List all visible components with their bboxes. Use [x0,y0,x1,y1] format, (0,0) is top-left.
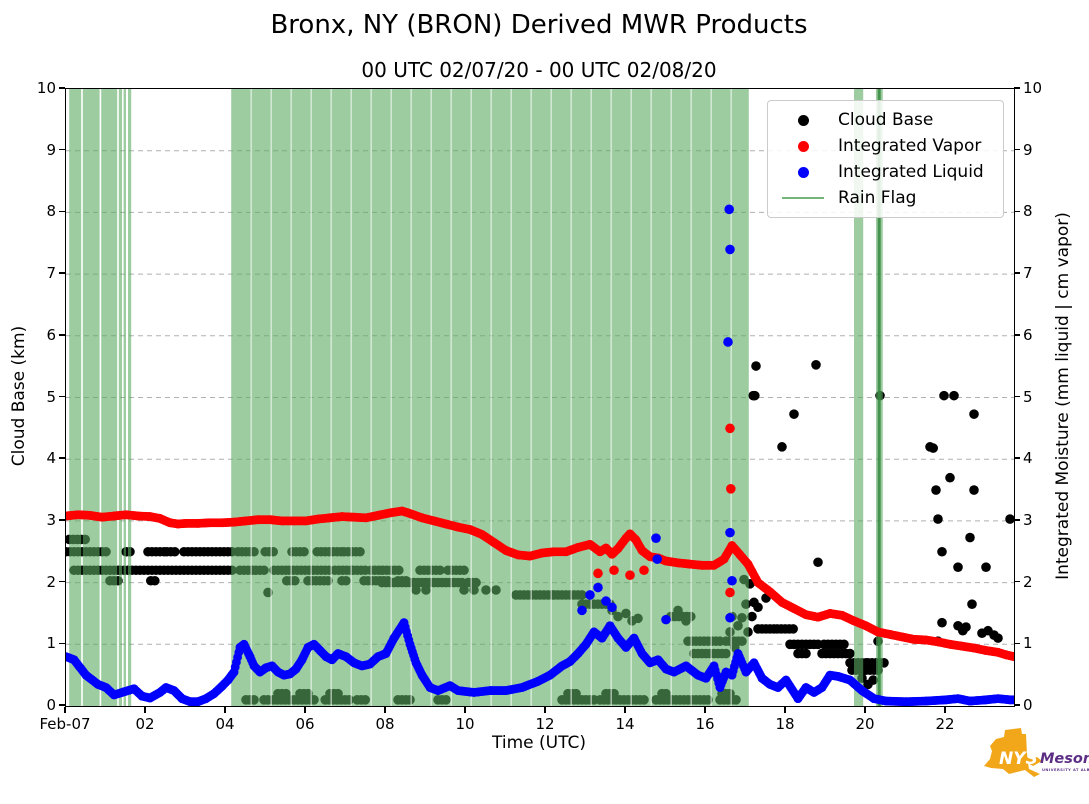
nys-mesonet-logo: NYS Mesonet UNIVERSITY AT ALBANY [982,726,1089,790]
x-tick-label: 20 [855,715,875,733]
y-tick-mark-right [1014,210,1020,213]
logo-tagline-text: UNIVERSITY AT ALBANY [1042,768,1089,772]
legend-item-integrated-liquid: Integrated Liquid [768,159,1003,185]
logo-nys-text: NYS [999,749,1038,769]
x-tick-label: 14 [615,715,635,733]
y-tick-mark-right [1014,87,1020,89]
y-tick-label-left: 1 [46,634,56,653]
x-tick-label: 04 [215,715,235,733]
legend-item-rain-flag: Rain Flag [768,185,1003,211]
y-tick-label-right: 8 [1023,202,1033,221]
x-tick-mark [704,707,706,713]
legend-label: Integrated Vapor [838,136,982,156]
x-tick-label: 22 [935,715,955,733]
y-tick-mark-left [59,210,65,213]
y-tick-label-right: 3 [1023,510,1033,529]
x-tick-label: 16 [695,715,715,733]
ny-state-icon [984,728,1042,777]
y-axis-label-right: Integrated Moisture (mm liquid | cm vapo… [1053,212,1073,580]
x-tick-label: 08 [375,715,395,733]
cloud-base-marker-icon [797,114,809,126]
integrated-vapor-marker-icon [797,140,809,152]
y-tick-label-right: 4 [1023,449,1033,468]
chart-subtitle: 00 UTC 02/07/20 - 00 UTC 02/08/20 [361,58,717,82]
y-tick-label-right: 10 [1023,79,1043,97]
y-tick-label-left: 3 [46,510,56,529]
legend-item-cloud-base: Cloud Base [768,107,1003,133]
legend-label: Rain Flag [838,188,917,208]
x-tick-label: 10 [455,715,475,733]
x-tick-mark [784,707,786,713]
x-tick-mark [864,707,866,713]
y-tick-label-right: 0 [1023,696,1033,714]
y-tick-mark-right [1014,704,1020,706]
y-tick-label-left: 4 [46,449,56,468]
y-tick-label-right: 9 [1023,140,1033,159]
y-tick-mark-left [59,272,65,274]
x-tick-mark [224,707,226,713]
legend-label: Cloud Base [838,110,934,130]
chart-canvas [66,89,1014,706]
y-tick-label-right: 5 [1023,387,1033,406]
y-tick-mark-right [1014,642,1020,645]
y-tick-label-left: 9 [46,140,56,159]
x-tick-label: 06 [295,715,315,733]
y-tick-mark-right [1014,395,1020,398]
x-tick-label: 12 [535,715,555,733]
y-tick-mark-right [1014,272,1020,274]
y-tick-label-right: 7 [1023,264,1033,283]
x-tick-mark [144,707,146,713]
x-tick-mark [304,707,306,713]
rain-flag-marker-icon [782,196,824,200]
integrated-liquid-marker-icon [797,166,809,178]
y-tick-label-left: 7 [46,264,56,283]
y-tick-label-right: 6 [1023,325,1033,344]
y-tick-label-left: 0 [46,696,56,714]
y-tick-label-right: 2 [1023,572,1033,591]
y-tick-mark-right [1014,519,1020,521]
x-tick-label: 02 [135,715,155,733]
y-tick-label-left: 5 [46,387,56,406]
y-tick-mark-left [59,519,65,521]
y-tick-mark-left [59,334,65,336]
y-tick-mark-left [59,87,65,89]
x-tick-mark [464,707,466,713]
y-tick-label-left: 6 [46,325,56,344]
y-tick-mark-left [59,642,65,645]
chart-title: Bronx, NY (BRON) Derived MWR Products [270,10,808,40]
x-tick-mark [624,707,626,713]
y-tick-mark-left [59,704,65,706]
x-tick-mark [944,707,946,713]
y-tick-mark-right [1014,457,1020,459]
x-tick-mark [544,707,546,713]
y-tick-mark-right [1014,334,1020,336]
x-tick-mark [64,707,66,713]
y-tick-mark-left [59,580,65,583]
legend: Cloud Base Integrated Vapor Integrated L… [767,100,1004,218]
y-tick-mark-left [59,395,65,398]
y-tick-mark-right [1014,148,1020,151]
x-tick-label: Feb-07 [39,715,91,733]
legend-label: Integrated Liquid [838,162,984,182]
y-tick-label-left: 10 [36,79,56,97]
y-tick-label-left: 2 [46,572,56,591]
y-tick-label-left: 8 [46,202,56,221]
x-tick-mark [384,707,386,713]
x-tick-label: 18 [775,715,795,733]
logo-mesonet-text: Mesonet [1040,751,1089,767]
legend-item-integrated-vapor: Integrated Vapor [768,133,1003,159]
y-tick-label-right: 1 [1023,634,1033,653]
x-axis-label: Time (UTC) [492,733,586,753]
y-tick-mark-left [59,148,65,151]
y-tick-mark-left [59,457,65,459]
y-tick-mark-right [1014,580,1020,583]
